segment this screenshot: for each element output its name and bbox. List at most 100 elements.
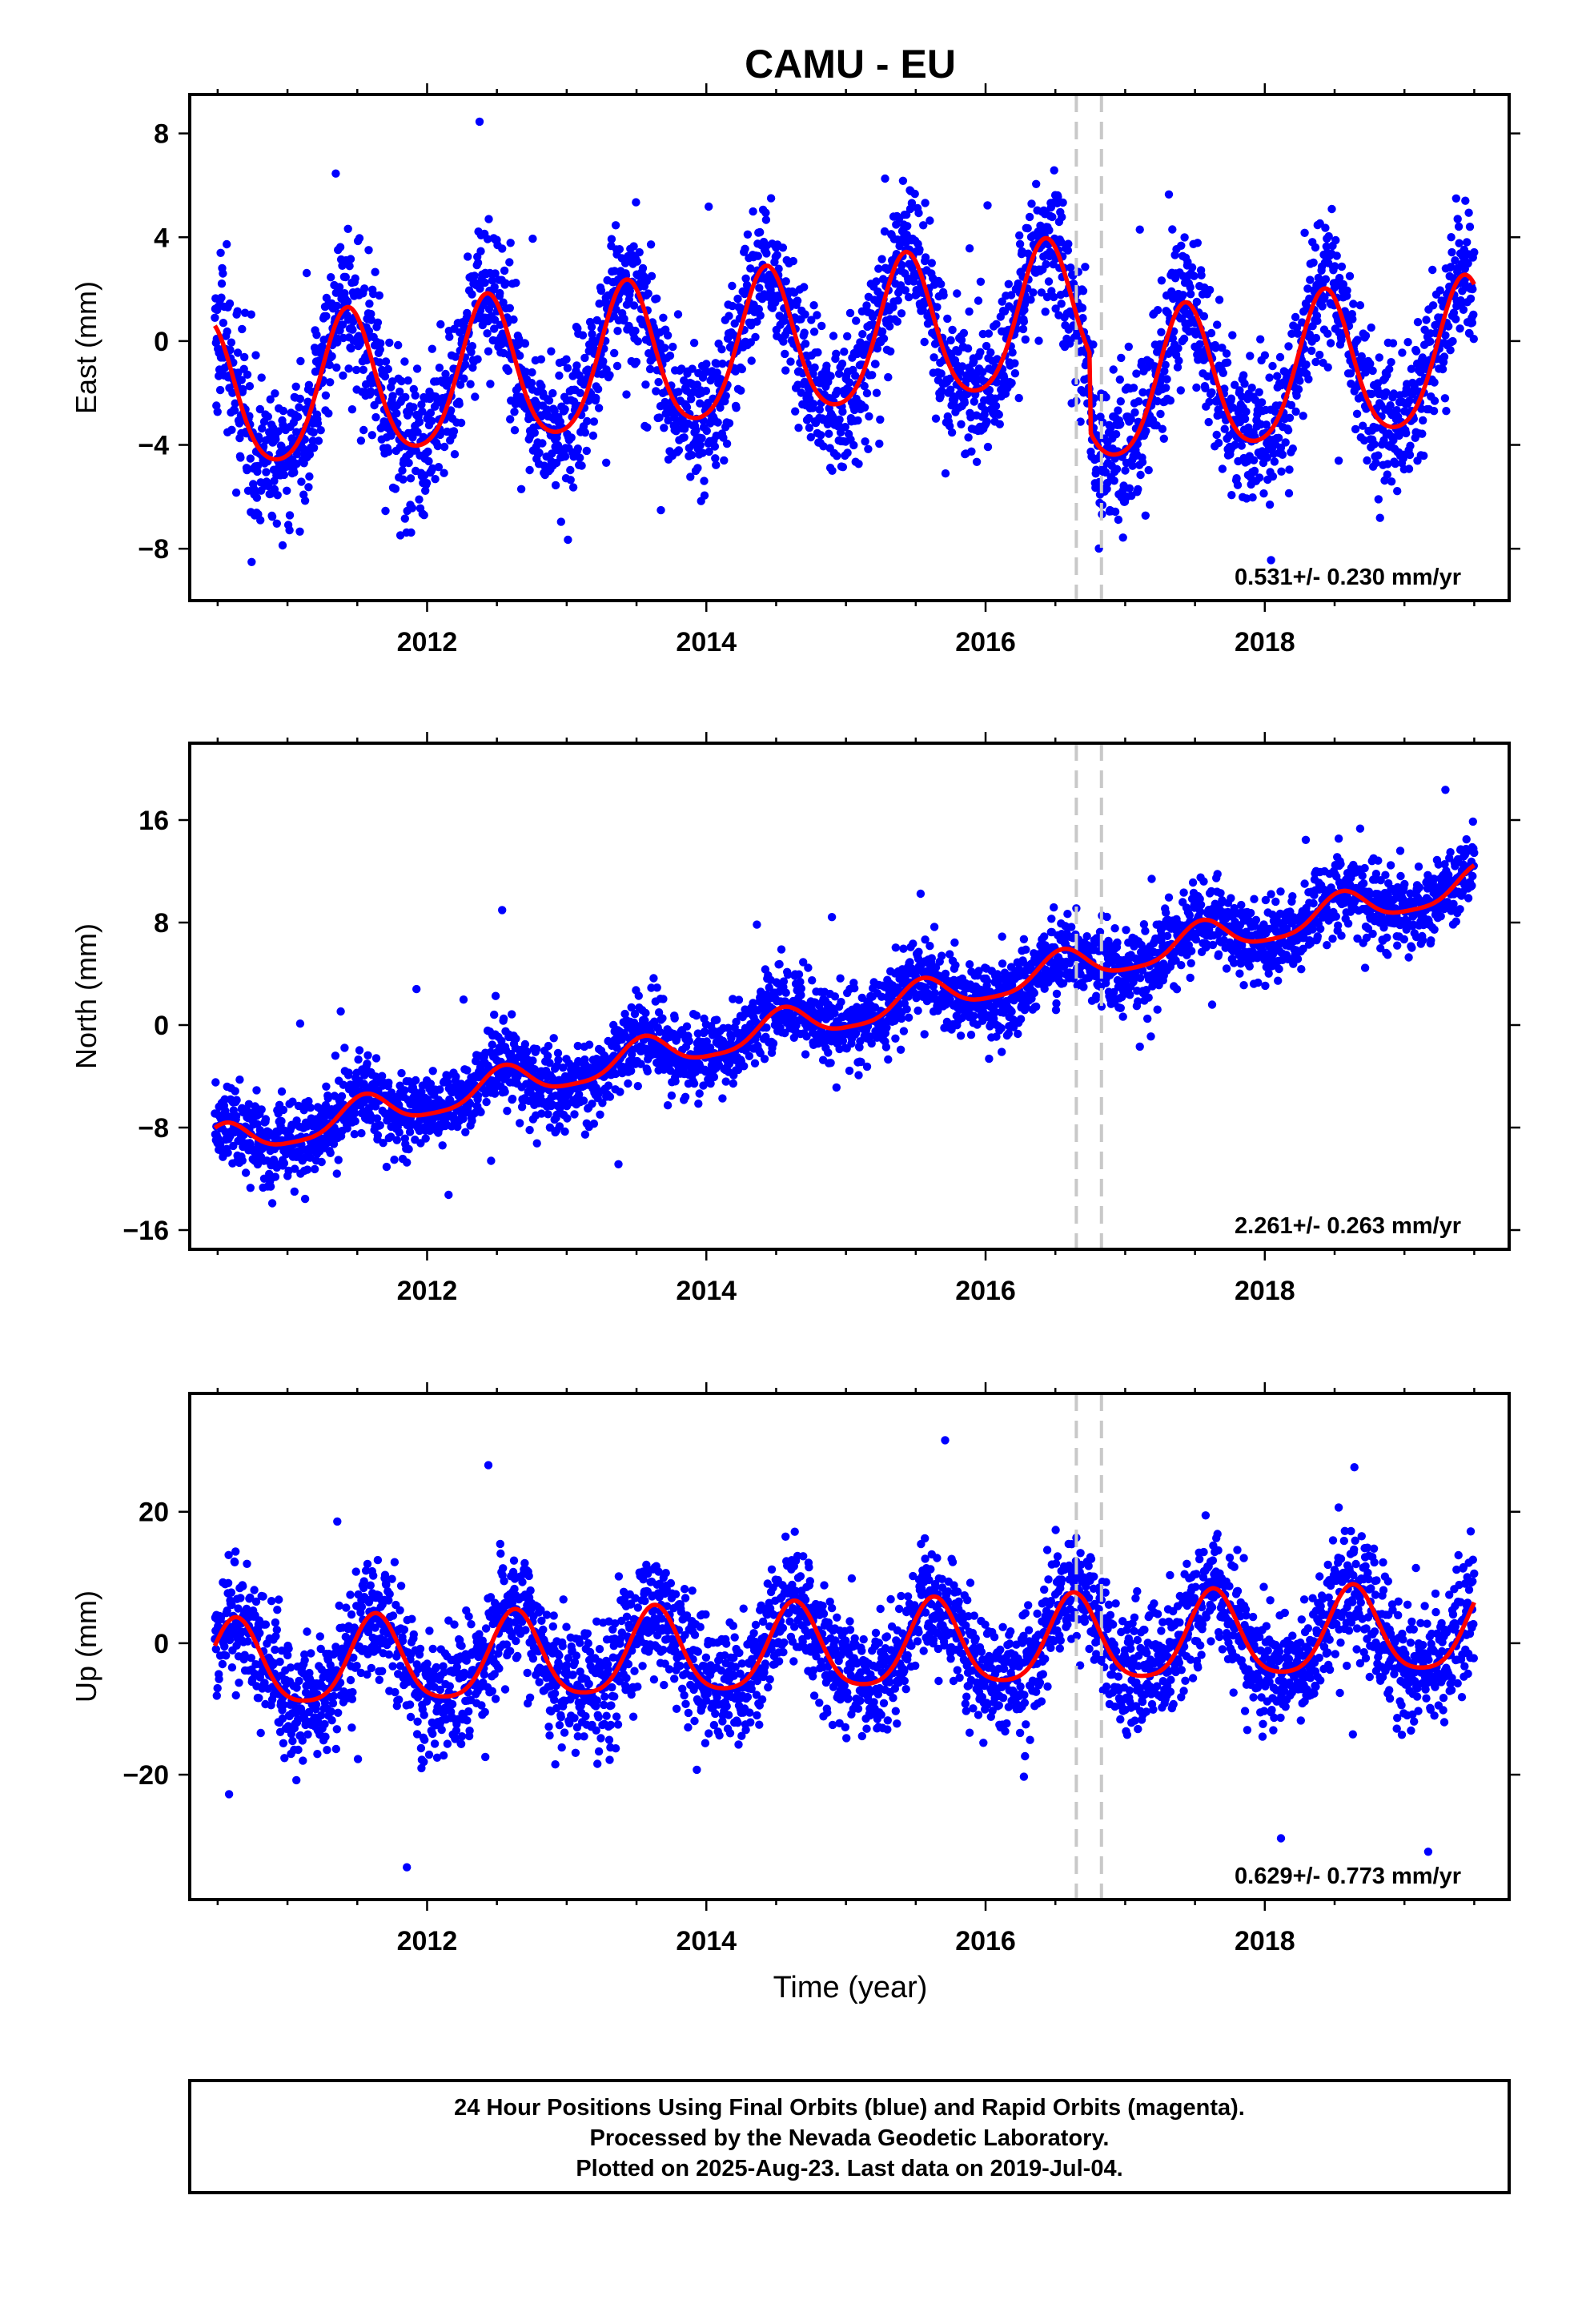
east-point [1322,242,1331,251]
east-point [1343,286,1351,295]
east-point [953,289,962,298]
east-point [1066,339,1074,348]
east-point [927,259,937,267]
east-point [312,331,321,340]
east-point [366,387,375,396]
east-point [418,407,427,416]
east-point [223,327,231,336]
north-point [332,1169,341,1178]
north-point [643,1067,652,1076]
north-point [827,913,837,922]
east-point [933,303,942,312]
east-point [656,505,665,515]
east-point [963,344,973,353]
east-point [705,447,713,456]
east-point [588,431,598,440]
east-point [560,404,569,414]
east-point [984,329,994,338]
east-point [450,450,460,459]
east-point [986,348,995,357]
east-point [305,472,314,481]
east-point [622,390,631,399]
north-point [499,1014,508,1023]
east-point [1026,296,1035,304]
east-point [1405,450,1415,460]
east-point [1213,320,1222,329]
north-point [681,1092,690,1102]
east-point [264,481,273,491]
east-point [1451,256,1460,265]
north-point [412,1076,420,1085]
east-model-curve [213,235,1476,462]
north-point [579,1096,588,1105]
east-point [931,414,941,423]
east-point [309,428,318,437]
east-point [1015,239,1025,248]
east-point [514,340,523,349]
east-point [910,189,919,199]
east-point [810,363,819,372]
east-point [1287,400,1296,410]
east-point [408,504,417,513]
east-point [1160,367,1169,376]
north-point [508,1010,516,1019]
east-point [1248,493,1257,502]
north-point [291,1164,299,1173]
east-point [212,401,221,410]
north-point [339,1080,348,1089]
east-point [551,480,560,490]
east-point [1186,283,1195,292]
east-point [356,436,366,445]
east-point [335,243,345,251]
east-point [700,476,709,485]
east-point [562,355,571,364]
east-point [1383,470,1392,479]
north-point [465,1100,475,1108]
east-point [375,345,384,354]
east-point [978,368,987,376]
north-point [340,1043,349,1052]
east-point [1078,287,1088,296]
east-point [661,397,669,407]
east-point [1267,556,1275,565]
east-point [1311,333,1321,343]
east-point [1078,314,1087,323]
east-point [1192,383,1201,392]
east-point [1025,212,1034,222]
east-point [440,442,449,452]
north-point [666,1066,675,1076]
north-point [397,1068,406,1078]
east-point [596,286,606,296]
east-point [295,394,305,404]
east-point [635,247,644,257]
east-point [1406,441,1415,450]
east-point [436,320,445,329]
east-point [967,447,976,456]
east-point [1023,223,1032,233]
east-point [1007,379,1016,388]
east-point [302,268,311,278]
east-point [1284,489,1294,498]
east-point [1283,426,1293,435]
east-point [901,286,910,295]
east-point [1048,212,1057,222]
north-point [299,1106,308,1115]
east-point [476,284,484,293]
east-point [644,289,652,298]
east-point [246,454,255,463]
north-point [777,945,786,954]
east-point [555,371,564,380]
east-point [584,365,592,374]
east-point [674,446,684,455]
east-point [304,380,314,389]
east-point [564,535,572,545]
east-point [520,339,530,348]
east-point [348,325,357,334]
east-point [845,616,853,624]
east-point [215,385,225,395]
east-point [849,440,858,450]
north-point [549,1034,558,1043]
east-point [1363,456,1371,465]
east-point [697,434,706,443]
east-point [434,463,444,472]
